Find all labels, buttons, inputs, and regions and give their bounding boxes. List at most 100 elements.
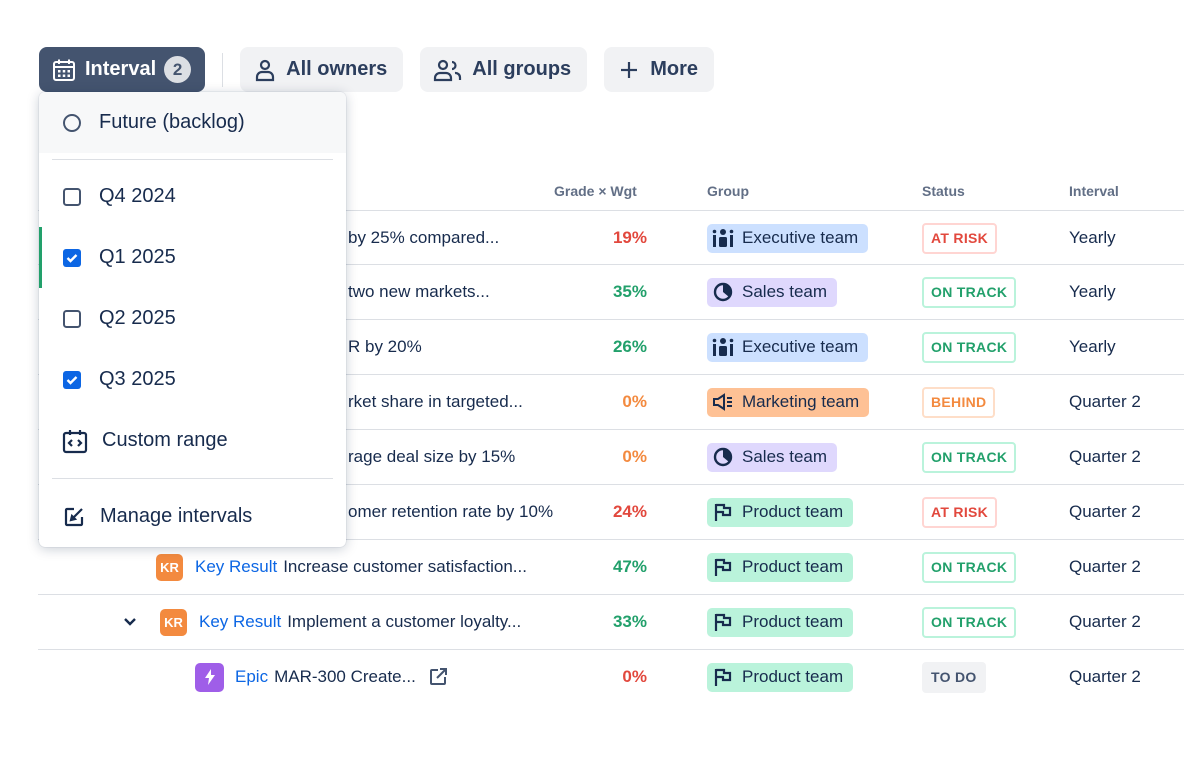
interval-filter-label: Interval	[85, 58, 157, 80]
row-title[interactable]: by 25% compared...	[348, 228, 500, 247]
group-label: Product team	[742, 612, 844, 631]
row-title[interactable]: rage deal size by 15%	[348, 447, 516, 466]
row-grade: 0%	[622, 392, 647, 411]
custom-range-option[interactable]: Custom range	[39, 410, 346, 471]
chevron-down-icon[interactable]	[122, 614, 138, 630]
row-interval: Quarter 2	[1069, 502, 1141, 521]
more-filters-button[interactable]: More	[604, 47, 714, 92]
option-label: Future (backlog)	[99, 111, 245, 133]
status-badge[interactable]: ON TRACK	[922, 331, 1017, 363]
option-label: Manage intervals	[100, 505, 253, 527]
group-badge[interactable]: Product team	[707, 662, 854, 692]
executive-icon	[712, 336, 734, 358]
status-badge[interactable]: ON TRACK	[922, 551, 1017, 583]
group-label: Executive team	[742, 337, 859, 356]
interval-filter-button[interactable]: Interval 2	[39, 47, 206, 92]
group-badge[interactable]: Sales team	[707, 442, 838, 472]
column-header-group[interactable]: Group	[707, 183, 749, 199]
option-label: Q2 2025	[99, 307, 176, 329]
row-title[interactable]: Implement a customer loyalty...	[287, 612, 522, 631]
table-row[interactable]: two new markets... 35% Sales team ON TRA…	[38, 265, 1184, 320]
checkbox-checked-icon[interactable]	[62, 248, 82, 268]
table-row[interactable]: rket share in targeted... 0% Marketing t…	[38, 375, 1184, 430]
toolbar-divider	[222, 52, 224, 87]
calendar-code-icon	[62, 429, 88, 453]
flag-icon	[712, 556, 734, 578]
table-row[interactable]: rage deal size by 15% 0% Sales team ON T…	[38, 430, 1184, 485]
row-grade: 0%	[622, 447, 647, 466]
groups-filter-label: All groups	[472, 58, 572, 80]
group-badge[interactable]: Product team	[707, 497, 854, 527]
group-label: Marketing team	[742, 392, 860, 411]
table-row[interactable]: Epic MAR-300 Create... 0% Product team T…	[38, 650, 1184, 705]
row-interval: Yearly	[1069, 282, 1116, 301]
radio-unchecked-icon[interactable]	[62, 113, 82, 133]
external-link-icon[interactable]	[428, 667, 448, 687]
key-result-badge: KR	[156, 553, 183, 581]
interval-option-q4-2024[interactable]: Q4 2024	[39, 166, 346, 227]
interval-option-q2-2025[interactable]: Q2 2025	[39, 288, 346, 349]
owners-filter-label: All owners	[286, 58, 388, 80]
table-row[interactable]: KR Key Result Implement a customer loyal…	[38, 595, 1184, 650]
row-title[interactable]: two new markets...	[348, 282, 490, 301]
table-row[interactable]: KR Key Result Increase customer satisfac…	[38, 540, 1184, 595]
group-badge[interactable]: Executive team	[707, 332, 869, 362]
column-header-interval[interactable]: Interval	[1069, 183, 1119, 199]
executive-icon	[712, 227, 734, 249]
group-label: Sales team	[742, 282, 828, 301]
pie-chart-icon	[712, 281, 734, 303]
group-badge[interactable]: Executive team	[707, 223, 869, 253]
flag-icon	[712, 666, 734, 688]
row-grade: 0%	[622, 667, 647, 686]
column-header-status[interactable]: Status	[922, 183, 965, 199]
option-label: Q4 2024	[99, 185, 176, 207]
calendar-icon	[51, 57, 77, 83]
checkbox-unchecked-icon[interactable]	[62, 187, 82, 207]
group-badge[interactable]: Product team	[707, 552, 854, 582]
owners-filter-button[interactable]: All owners	[240, 47, 404, 92]
table-row[interactable]: R by 20% 26% Executive team ON TRACK Yea…	[38, 320, 1184, 375]
table-row[interactable]: omer retention rate by 10% 24% Product t…	[38, 485, 1184, 540]
row-title[interactable]: omer retention rate by 10%	[348, 502, 554, 521]
checkbox-unchecked-icon[interactable]	[62, 309, 82, 329]
manage-intervals-option[interactable]: Manage intervals	[39, 486, 346, 547]
row-type-link[interactable]: Epic	[235, 667, 269, 686]
interval-option-q3-2025[interactable]: Q3 2025	[39, 349, 346, 410]
row-title[interactable]: rket share in targeted...	[348, 392, 523, 411]
option-label: Q3 2025	[99, 368, 176, 390]
row-interval: Quarter 2	[1069, 612, 1141, 631]
interval-option-future-backlog[interactable]: Future (backlog)	[39, 92, 346, 153]
row-type-link[interactable]: Key Result	[195, 557, 278, 576]
group-badge[interactable]: Product team	[707, 607, 854, 637]
status-badge[interactable]: ON TRACK	[922, 441, 1017, 473]
groups-filter-button[interactable]: All groups	[420, 47, 588, 92]
row-title[interactable]: Increase customer satisfaction...	[283, 557, 527, 576]
group-badge[interactable]: Marketing team	[707, 387, 870, 417]
row-title[interactable]: R by 20%	[348, 337, 422, 356]
row-interval: Quarter 2	[1069, 667, 1141, 686]
status-badge[interactable]: TO DO	[922, 661, 986, 693]
row-interval: Quarter 2	[1069, 557, 1141, 576]
epic-lightning-icon	[195, 662, 224, 692]
status-badge[interactable]: ON TRACK	[922, 606, 1017, 638]
group-badge[interactable]: Sales team	[707, 277, 838, 307]
interval-option-q1-2025[interactable]: Q1 2025	[39, 227, 346, 288]
plus-icon	[616, 57, 642, 83]
status-badge[interactable]: AT RISK	[922, 496, 998, 528]
status-badge[interactable]: BEHIND	[922, 386, 996, 418]
row-grade: 26%	[612, 337, 647, 356]
menu-divider	[52, 159, 333, 160]
checkbox-checked-icon[interactable]	[62, 370, 82, 390]
status-badge[interactable]: ON TRACK	[922, 276, 1017, 308]
flag-icon	[712, 611, 734, 633]
status-badge[interactable]: AT RISK	[922, 222, 998, 254]
interval-dropdown-menu: Future (backlog) Q4 2024 Q1 2025 Q2 2025…	[39, 92, 346, 547]
interval-count-badge: 2	[164, 56, 192, 83]
table-row[interactable]: by 25% compared... 19% Executive team AT…	[38, 210, 1184, 265]
row-type-link[interactable]: Key Result	[199, 612, 282, 631]
column-header-grade[interactable]: Grade × Wgt	[554, 183, 637, 199]
row-grade: 24%	[612, 502, 647, 521]
row-title[interactable]: MAR-300 Create...	[274, 667, 416, 686]
group-label: Executive team	[742, 228, 859, 247]
edit-icon	[62, 507, 86, 527]
